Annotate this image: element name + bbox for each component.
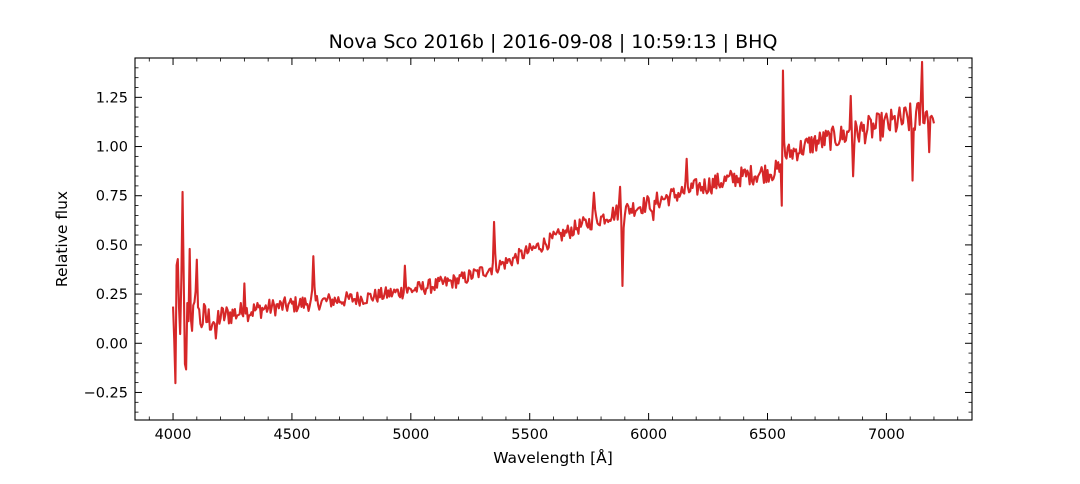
- axis-ticks: [135, 57, 972, 420]
- y-tick-label: 0.00: [96, 336, 128, 352]
- y-axis-label: Relative flux: [53, 191, 71, 287]
- y-tick-label: 1.00: [96, 140, 128, 156]
- y-tick-label: 0.25: [96, 287, 128, 303]
- x-tick-label: 4500: [273, 427, 310, 443]
- x-tick-label: 7000: [868, 427, 905, 443]
- tick-labels: 4000 4500 5000 5500 6000 6500 7000 −0.25 0.00 0.2…: [84, 90, 905, 443]
- x-tick-label: 5500: [511, 427, 548, 443]
- x-axis-label: Wavelength [Å]: [493, 448, 613, 467]
- y-tick-label: 1.25: [96, 90, 128, 106]
- spectrum-line: [172, 60, 935, 385]
- x-tick-label: 4000: [155, 427, 192, 443]
- y-tick-label: −0.25: [84, 385, 128, 401]
- spectrum-layer: [172, 60, 935, 385]
- x-tick-label: 6000: [630, 427, 667, 443]
- plot-frame: [134, 57, 973, 421]
- chart-title: Nova Sco 2016b | 2016-09-08 | 10:59:13 |…: [329, 31, 778, 53]
- y-tick-label: 0.75: [96, 189, 128, 205]
- x-tick-label: 6500: [749, 427, 786, 443]
- x-tick-label: 5000: [392, 427, 429, 443]
- y-tick-label: 0.50: [96, 238, 128, 254]
